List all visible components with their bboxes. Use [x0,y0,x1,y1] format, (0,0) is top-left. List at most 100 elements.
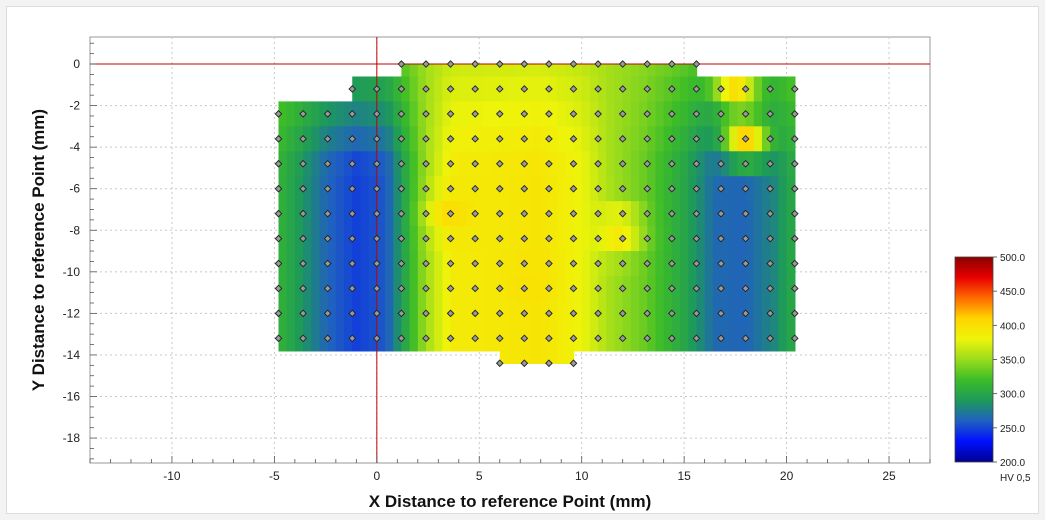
heat-cell [737,151,747,177]
heat-cell [278,275,288,302]
heat-cell [729,275,739,302]
heat-cell [475,126,485,152]
heat-cell [360,101,370,128]
heat-cell [294,226,304,252]
measurement-point [717,85,725,93]
heat-cell [778,76,788,103]
x-tick-label: 10 [575,469,589,483]
heat-cell [540,151,550,177]
heat-cell [688,275,698,302]
measurement-point [422,284,430,293]
heat-cell [565,201,575,227]
heat-cell [426,251,435,277]
measurement-point [741,309,750,318]
heat-cell [589,275,599,302]
heat-cell [614,126,624,152]
heat-cell [762,226,771,252]
measurement-point [741,259,750,268]
heat-cell [385,101,394,128]
measurement-point [717,334,725,343]
y-tick-label: -16 [63,390,81,404]
heat-cell [630,251,640,277]
heat-cell [688,151,698,177]
measurement-point [569,309,578,318]
heat-cell [712,76,722,103]
heat-cell [589,126,599,152]
heat-cell [680,176,689,202]
heat-cell [426,300,435,327]
measurement-point [446,259,455,268]
heat-cell [622,201,632,227]
colorbar-tick-label: 200.0 [1000,458,1025,469]
measurement-point [668,234,676,243]
heat-cell [557,325,567,352]
heat-cell [286,275,296,302]
heat-cell [393,76,403,103]
heat-cell [360,126,370,152]
measurement-point [766,259,775,268]
measurement-point [372,334,381,343]
heat-cell [589,76,599,103]
heat-cell [368,176,378,202]
measurement-point [545,209,553,218]
heat-cell [565,251,575,277]
heat-cell [778,101,788,128]
heat-cell [688,201,698,227]
heat-cell [278,126,288,152]
heat-cell [745,251,755,277]
measurement-point [446,284,455,293]
measurement-point [397,184,406,193]
measurement-point [643,110,652,118]
heat-cell [680,251,689,277]
heat-cell [286,201,296,227]
measurement-point [446,234,455,243]
measurement-point [323,334,332,343]
heat-cell [565,350,575,364]
colorbar-unit-label: HV 0,5 [1000,473,1031,484]
heat-cell [507,64,517,78]
heat-cell [352,251,362,277]
measurement-point [274,284,283,293]
heat-cell [286,226,296,252]
heat-cell [737,275,747,302]
heat-cell [426,325,435,352]
measurement-point [668,85,676,93]
y-tick-label: -10 [63,265,81,279]
heat-cell [475,251,485,277]
measurement-point [422,60,430,68]
heat-cell [319,151,329,177]
heat-cell [712,101,722,128]
measurement-point [299,159,307,168]
heat-cell [639,176,648,202]
heat-cell [303,226,312,252]
heat-cell [737,226,747,252]
heat-cell [729,126,739,152]
heat-cell [532,126,542,152]
measurement-point [446,85,455,93]
heat-cell [581,101,591,128]
heat-cell [565,76,575,103]
heat-cell [458,64,468,78]
heat-cell [352,300,362,327]
heat-cell [303,176,312,202]
heat-cell [770,275,780,302]
x-tick-label: 25 [882,469,896,483]
heat-cell [721,176,730,202]
heat-cell [548,226,558,252]
heat-cell [294,201,304,227]
measurement-point [594,284,602,293]
heat-cell [376,275,386,302]
heat-cell [499,151,509,177]
heat-cell [360,201,370,227]
heat-cell [499,101,509,128]
heat-cell [630,76,640,103]
measurement-point [594,110,602,118]
heat-cell [426,176,435,202]
measurement-point [372,234,381,243]
heat-cell [557,151,567,177]
heat-cell [606,76,616,103]
heat-cell [762,176,771,202]
heat-cell [532,151,542,177]
heat-cell [385,251,394,277]
heat-cell [327,226,337,252]
